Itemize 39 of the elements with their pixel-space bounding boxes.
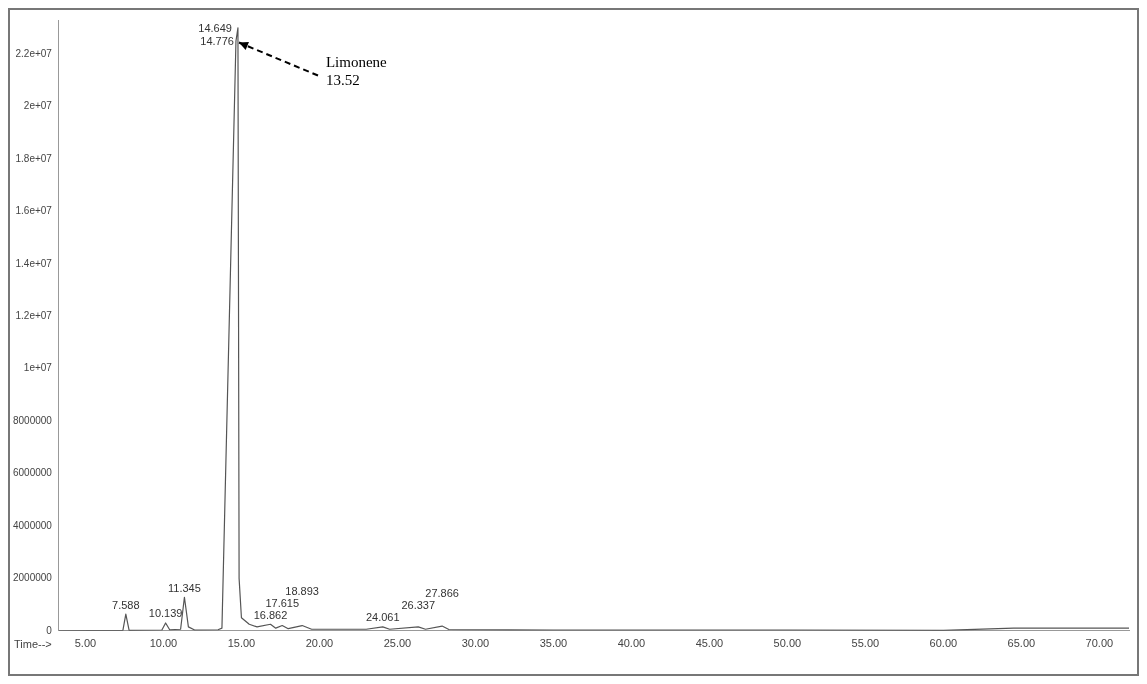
x-tick-label: 40.00 xyxy=(617,637,646,650)
x-tick-label: 35.00 xyxy=(539,637,568,650)
x-tick-label: 55.00 xyxy=(851,637,880,650)
annotation: 16.862 xyxy=(253,608,288,621)
x-tick-label: 5.00 xyxy=(74,637,97,650)
x-tick-label: 65.00 xyxy=(1007,637,1036,650)
annotation: 27.866 xyxy=(425,587,459,600)
annotation: 10.139 xyxy=(148,607,183,620)
x-tick-label: 45.00 xyxy=(695,637,724,650)
y-tick-label: 2e+07 xyxy=(23,100,53,112)
annotation: 18.893 xyxy=(285,584,319,597)
annotation: 7.588 xyxy=(112,598,140,611)
y-tick-label: 6000000 xyxy=(12,467,53,479)
y-tick-label: 1.4e+07 xyxy=(15,257,53,269)
x-tick-label: 60.00 xyxy=(929,637,958,650)
y-tick-label: 8000000 xyxy=(12,414,53,426)
y-tick-label: 1e+07 xyxy=(23,362,53,374)
annotation: 14.776 xyxy=(200,34,234,47)
annotation: Limonene 13.52 xyxy=(325,54,388,89)
y-tick-label: 4000000 xyxy=(12,519,53,531)
y-tick-label: 1.2e+07 xyxy=(15,309,53,321)
y-tick-label: 1.8e+07 xyxy=(15,152,53,164)
x-axis-title: Time--> xyxy=(14,637,52,650)
x-tick-label: 15.00 xyxy=(227,637,256,650)
x-tick-label: 20.00 xyxy=(305,637,334,650)
annotation: 14.649 xyxy=(198,21,232,34)
x-tick-label: 25.00 xyxy=(383,637,412,650)
annotation: 17.615 xyxy=(265,596,300,609)
y-tick-label: 1.6e+07 xyxy=(15,205,53,217)
x-tick-label: 70.00 xyxy=(1085,637,1114,650)
x-tick-label: 30.00 xyxy=(461,637,490,650)
y-tick-label: 0 xyxy=(46,624,53,636)
x-tick-label: 50.00 xyxy=(773,637,802,650)
annotation: 24.061 xyxy=(365,611,400,624)
y-tick-label: 2000000 xyxy=(12,572,53,584)
annotation: 11.345 xyxy=(168,581,201,594)
annotation: 26.337 xyxy=(401,599,436,612)
y-tick-label: 2.2e+07 xyxy=(15,47,53,59)
x-tick-label: 10.00 xyxy=(149,637,178,650)
